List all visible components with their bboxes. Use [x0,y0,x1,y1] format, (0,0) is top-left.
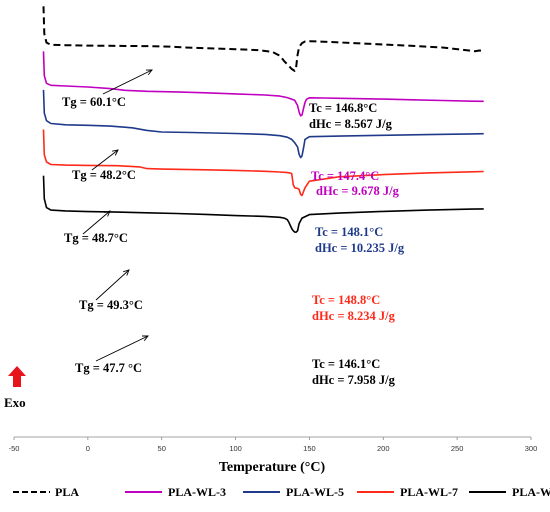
x-tick-label: 250 [451,444,464,453]
legend-label: PLA-WL-9 [512,485,550,499]
legend-label: PLA [55,485,79,499]
annotation-wl7-tg: Tg = 49.3°C [79,298,143,312]
annotation-wl9-tg: Tg = 47.7 °C [75,361,142,375]
annotation-wl7-tc: Tc = 148.8°C [312,293,380,307]
exo-indicator: Exo [4,366,26,410]
annotation-wl9-dhc: dHc = 7.958 J/g [312,373,396,387]
annotation-wl5-dhc: dHc = 10.235 J/g [315,241,405,255]
tg-arrow-wl3 [91,149,119,171]
legend-item-pla-wl-3: PLA-WL-3 [125,485,226,499]
x-tick-label: 0 [86,444,90,453]
annotation-wl3-tc: Tc = 147.4°C [311,169,379,183]
exo-label: Exo [4,395,26,410]
annotation-pla-dhc: dHc = 8.567 J/g [309,117,393,131]
annotation-wl5-tc: Tc = 148.1°C [315,225,383,239]
series-layer [42,6,484,233]
legend-item-pla-wl-5: PLA-WL-5 [243,485,344,499]
legend-label: PLA-WL-7 [400,485,458,499]
annotation-layer: Tg = 60.1°C Tc = 146.8°C dHc = 8.567 J/g… [62,95,405,387]
legend: PLA PLA-WL-3 PLA-WL-5 PLA-WL-7 PLA-WL-9 [13,485,550,499]
x-tick-label: 150 [303,444,316,453]
legend-item-pla-wl-9: PLA-WL-9 [469,485,550,499]
annotation-pla-tc: Tc = 146.8°C [309,101,377,115]
x-tick-label: 50 [158,444,166,453]
tg-arrow-wl7 [95,269,130,301]
tg-arrow-wl9 [95,335,149,362]
annotation-arrows [82,69,153,362]
annotation-wl7-dhc: dHc = 8.234 J/g [312,309,396,323]
tg-arrow-pla [102,69,153,95]
x-tick-label: 200 [377,444,390,453]
tg-arrow-wl5 [82,210,111,235]
x-tick-label: 300 [525,444,538,453]
legend-item-pla-wl-7: PLA-WL-7 [357,485,458,499]
x-tick-label: 100 [229,444,242,453]
legend-label: PLA-WL-5 [286,485,344,499]
x-tick-label: -50 [9,444,20,453]
series-line-pla-wl-9 [42,175,484,233]
series-line-pla-wl-5 [42,89,484,159]
legend-label: PLA-WL-3 [168,485,226,499]
exo-up-arrow-icon [8,366,26,387]
legend-item-pla: PLA [13,485,79,499]
annotation-wl3-tg: Tg = 48.2°C [72,168,136,182]
series-line-pla-wl-7 [42,129,484,197]
series-line-pla-wl-3 [42,51,484,117]
annotation-wl5-tg: Tg = 48.7°C [64,231,128,245]
annotation-pla-tg: Tg = 60.1°C [62,95,126,109]
x-axis-ticks: -50 0 50 100 150 200 250 300 [9,437,538,453]
annotation-wl9-tc: Tc = 146.1°C [312,357,380,371]
x-axis-label: Temperature (°C) [219,460,326,475]
annotation-wl3-dhc: dHc = 9.678 J/g [316,184,400,198]
series-line-pla [42,6,484,72]
